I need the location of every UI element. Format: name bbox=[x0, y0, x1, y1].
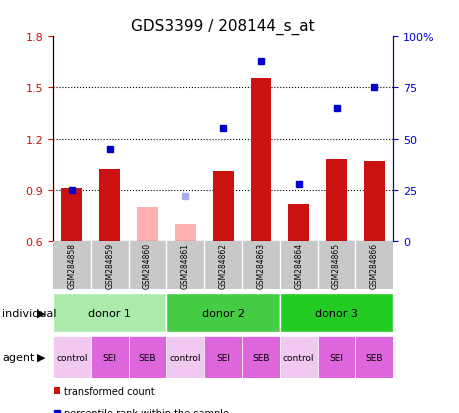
Text: SEB: SEB bbox=[365, 353, 382, 362]
Bar bbox=[204, 337, 241, 378]
Bar bbox=[288, 204, 308, 242]
Title: GDS3399 / 208144_s_at: GDS3399 / 208144_s_at bbox=[131, 18, 314, 34]
Text: SEI: SEI bbox=[102, 353, 117, 362]
Bar bbox=[166, 293, 279, 332]
Text: ▶: ▶ bbox=[37, 352, 45, 362]
Bar bbox=[99, 170, 120, 242]
Bar bbox=[279, 337, 317, 378]
Text: GSM284860: GSM284860 bbox=[143, 242, 151, 288]
Text: GSM284858: GSM284858 bbox=[67, 242, 76, 288]
Text: donor 1: donor 1 bbox=[88, 308, 131, 318]
Bar bbox=[363, 161, 384, 242]
Bar bbox=[212, 172, 233, 242]
Bar bbox=[90, 337, 128, 378]
Text: agent: agent bbox=[2, 352, 34, 362]
Bar bbox=[137, 207, 157, 242]
Bar bbox=[166, 337, 204, 378]
Text: GSM284859: GSM284859 bbox=[105, 242, 114, 288]
Text: GSM284866: GSM284866 bbox=[369, 242, 378, 288]
Bar bbox=[128, 337, 166, 378]
Bar bbox=[317, 337, 355, 378]
Text: GSM284865: GSM284865 bbox=[331, 242, 340, 288]
Text: control: control bbox=[56, 353, 87, 362]
Text: SEI: SEI bbox=[216, 353, 230, 362]
Bar bbox=[53, 293, 166, 332]
Text: GSM284861: GSM284861 bbox=[180, 242, 190, 288]
Text: control: control bbox=[282, 353, 314, 362]
Text: control: control bbox=[169, 353, 201, 362]
Text: percentile rank within the sample: percentile rank within the sample bbox=[64, 408, 229, 413]
Text: individual: individual bbox=[2, 308, 56, 318]
Bar bbox=[54, 387, 60, 394]
Bar bbox=[53, 337, 90, 378]
Bar bbox=[355, 337, 392, 378]
Text: GSM284862: GSM284862 bbox=[218, 242, 227, 288]
Text: transformed count: transformed count bbox=[64, 386, 155, 396]
Text: ▶: ▶ bbox=[37, 308, 45, 318]
Bar bbox=[241, 337, 279, 378]
Text: GSM284864: GSM284864 bbox=[294, 242, 302, 288]
Bar bbox=[279, 293, 392, 332]
Bar bbox=[174, 225, 195, 242]
Text: SEB: SEB bbox=[139, 353, 156, 362]
Text: donor 2: donor 2 bbox=[201, 308, 244, 318]
Bar bbox=[325, 160, 346, 242]
Bar bbox=[62, 189, 82, 242]
Text: GSM284863: GSM284863 bbox=[256, 242, 265, 288]
Text: donor 3: donor 3 bbox=[314, 308, 357, 318]
Text: SEI: SEI bbox=[329, 353, 343, 362]
Text: SEB: SEB bbox=[252, 353, 269, 362]
Bar bbox=[250, 79, 271, 242]
